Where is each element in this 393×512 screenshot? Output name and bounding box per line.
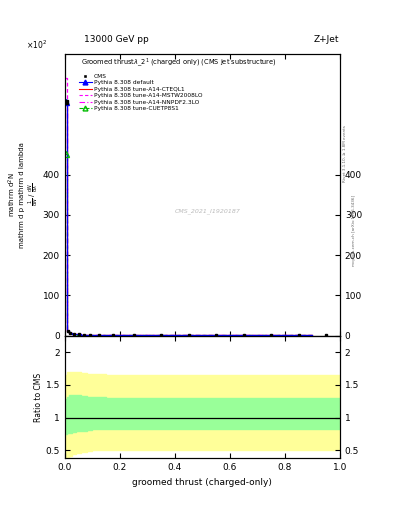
Text: Rivet 3.1.10, ≥ 1.8M events: Rivet 3.1.10, ≥ 1.8M events xyxy=(343,125,347,182)
Text: CMS_2021_I1920187: CMS_2021_I1920187 xyxy=(175,209,241,215)
Text: mcplots.cern.ch [arXiv:1306.3436]: mcplots.cern.ch [arXiv:1306.3436] xyxy=(352,195,356,266)
Text: 13000 GeV pp: 13000 GeV pp xyxy=(84,35,149,44)
Text: $\times10^2$: $\times10^2$ xyxy=(26,38,48,51)
Text: Groomed thrust$\lambda\_2^1$ (charged only) (CMS jet substructure): Groomed thrust$\lambda\_2^1$ (charged on… xyxy=(81,57,277,70)
Text: Z+Jet: Z+Jet xyxy=(313,35,339,44)
X-axis label: groomed thrust (charged-only): groomed thrust (charged-only) xyxy=(132,478,272,487)
Legend: CMS, Pythia 8.308 default, Pythia 8.308 tune-A14-CTEQL1, Pythia 8.308 tune-A14-M: CMS, Pythia 8.308 default, Pythia 8.308 … xyxy=(79,74,202,112)
Y-axis label: Ratio to CMS: Ratio to CMS xyxy=(34,372,43,421)
Y-axis label: mathrm d$^2$N
mathrm d p mathrm d lambda
$\frac{1}{\mathrm{d}N}$ / $\frac{\mathr: mathrm d$^2$N mathrm d p mathrm d lambda… xyxy=(7,142,41,248)
